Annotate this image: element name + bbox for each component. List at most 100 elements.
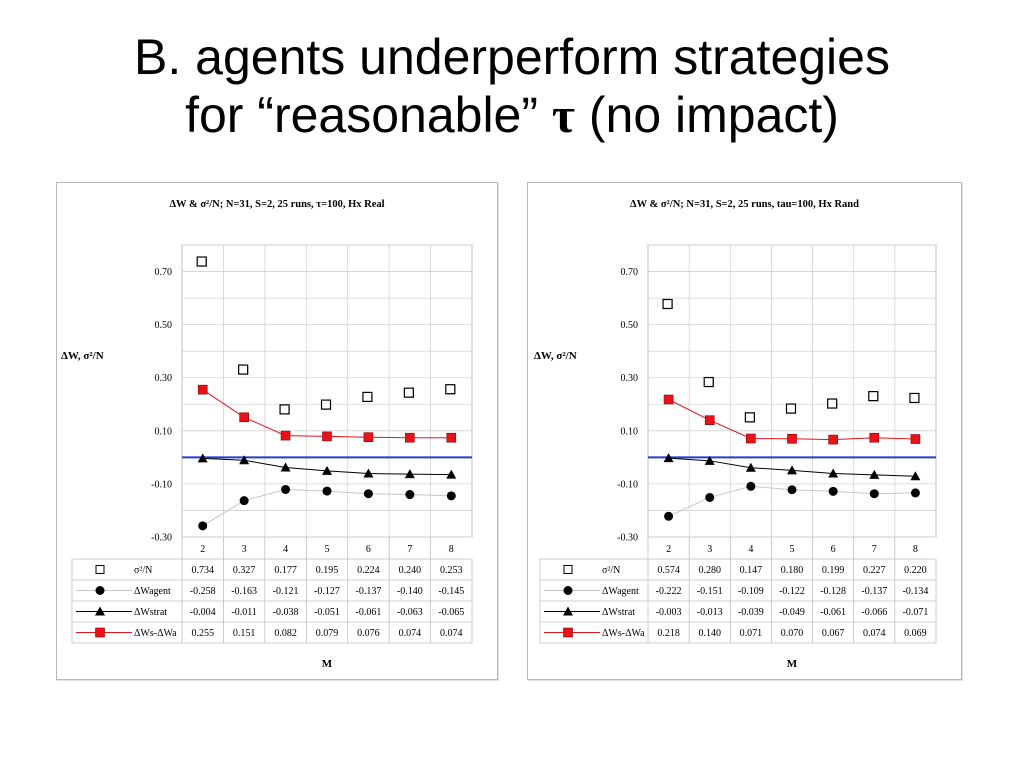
data-point — [446, 491, 456, 501]
table-cell: 0.177 — [274, 565, 297, 576]
table-cell: 0.151 — [233, 628, 256, 639]
data-point — [445, 384, 456, 395]
data-point — [746, 433, 756, 444]
table-row: ΔWstrat -0.004 -0.011 -0.038 -0.051 -0.061 -0.… — [76, 606, 464, 618]
legend-label: ΔWs-ΔWa — [602, 628, 645, 639]
table-cell: -0.061 — [356, 607, 382, 618]
table-cell: 0.199 — [822, 565, 845, 576]
table-cell: -0.061 — [820, 607, 846, 618]
y-tick-label: -0.10 — [617, 479, 638, 490]
slide-title-line-1: B. agents underperform strategies — [134, 29, 890, 85]
data-point — [322, 465, 332, 475]
data-point — [239, 455, 250, 465]
data-point — [910, 471, 921, 481]
table-cell: 0.074 — [440, 628, 463, 639]
table-cell: 0.140 — [698, 628, 721, 639]
table-cell: -0.013 — [697, 607, 723, 618]
series-0 — [196, 256, 456, 415]
data-point — [404, 469, 415, 479]
data-point — [910, 434, 921, 444]
data-point — [744, 412, 755, 423]
legend-key-marker — [95, 627, 105, 638]
chart-panel-right: ΔW & σ²/N; N=31, S=2, 25 runs, tau=100, … — [527, 182, 962, 680]
series-3 — [663, 394, 921, 445]
table-cell: 0.147 — [740, 565, 763, 576]
table-row: ΔWs-ΔWa 0.255 0.151 0.082 0.079 0.076 0.074 0.0… — [76, 627, 463, 639]
y-axis-label: ΔW, σ²/N — [534, 350, 577, 362]
y-tick-label: 0.50 — [621, 320, 639, 331]
x-tick-label: 7 — [407, 544, 412, 555]
data-point — [239, 412, 249, 423]
table-cell: 0.253 — [440, 565, 463, 576]
data-point — [662, 298, 673, 310]
x-tick-label: 6 — [831, 544, 836, 555]
chart-panel-left: ΔW & σ²/N; N=31, S=2, 25 runs, τ=100, Hx… — [56, 182, 498, 680]
data-point — [362, 391, 373, 403]
table-cell: -0.134 — [903, 586, 929, 597]
table-cell: -0.122 — [779, 586, 805, 597]
data-point — [197, 384, 208, 395]
table-row: σ²/N 0.574 0.280 0.147 0.180 0.199 0.227 0.220 — [563, 565, 927, 576]
data-point — [787, 485, 797, 495]
table-row: ΔWs-ΔWa 0.218 0.140 0.071 0.070 0.067 0.074 0.0… — [544, 627, 927, 639]
table-cell: -0.004 — [190, 607, 216, 618]
table-cell: -0.003 — [656, 607, 682, 618]
tau-symbol: τ — [551, 87, 575, 143]
table-cell: -0.163 — [231, 586, 257, 597]
data-point — [910, 488, 920, 498]
x-axis-label: M — [787, 658, 798, 670]
table-cell: -0.063 — [397, 607, 423, 618]
table-cell: 0.327 — [233, 565, 256, 576]
x-tick-label: 3 — [707, 544, 712, 555]
series-2 — [663, 453, 921, 481]
table-cell: 0.074 — [863, 628, 886, 639]
data-point — [239, 496, 249, 506]
table-cell: -0.151 — [697, 586, 723, 597]
table-cell: 0.734 — [191, 565, 214, 576]
data-point — [322, 431, 332, 442]
y-tick-label: 0.30 — [155, 373, 173, 384]
data-point — [446, 432, 457, 443]
table-cell: 0.218 — [657, 628, 680, 639]
table-cell: 0.082 — [274, 628, 297, 639]
data-point — [705, 492, 715, 502]
data-point — [320, 399, 332, 410]
series-1 — [198, 484, 456, 531]
x-tick-label: 2 — [200, 544, 205, 555]
table-cell: -0.066 — [861, 607, 887, 618]
table-cell: -0.051 — [314, 607, 340, 618]
table-cell: -0.065 — [438, 607, 464, 618]
data-point — [868, 391, 879, 402]
table-row: σ²/N 0.734 0.327 0.177 0.195 0.224 0.240 0.253 — [95, 565, 463, 576]
table-cell: 0.074 — [399, 628, 422, 639]
data-point — [787, 433, 797, 444]
table-cell: -0.127 — [314, 586, 340, 597]
table-cell: -0.011 — [231, 607, 256, 618]
slide-title: B. agents underperform strategies for “r… — [0, 28, 1024, 144]
table-cell: 0.070 — [781, 628, 804, 639]
data-point — [363, 468, 374, 478]
x-tick-label: 5 — [325, 544, 330, 555]
table-cell: 0.227 — [863, 565, 886, 576]
data-point — [198, 521, 208, 531]
table-cell: 0.240 — [399, 565, 422, 576]
table-row: ΔWagent -0.258 -0.163 -0.121 -0.127 -0.137 -0.… — [76, 586, 464, 597]
table-cell: 0.255 — [191, 628, 214, 639]
x-tick-label: 5 — [790, 544, 795, 555]
data-point — [663, 453, 674, 463]
data-point — [787, 465, 797, 475]
legend-label: ΔWagent — [134, 586, 171, 597]
x-tick-label: 8 — [449, 544, 454, 555]
legend-label: ΔWagent — [602, 586, 639, 597]
y-tick-label: -0.10 — [151, 479, 172, 490]
series-3 — [197, 384, 457, 443]
legend-label: σ²/N — [602, 565, 620, 576]
data-point — [238, 364, 249, 375]
data-point — [405, 432, 415, 443]
legend-label: σ²/N — [134, 565, 152, 576]
table-cell: 0.069 — [904, 628, 927, 639]
data-point — [828, 468, 839, 478]
legend-key-marker — [563, 627, 573, 638]
legend-label: ΔWstrat — [602, 607, 635, 618]
data-point — [663, 394, 674, 405]
